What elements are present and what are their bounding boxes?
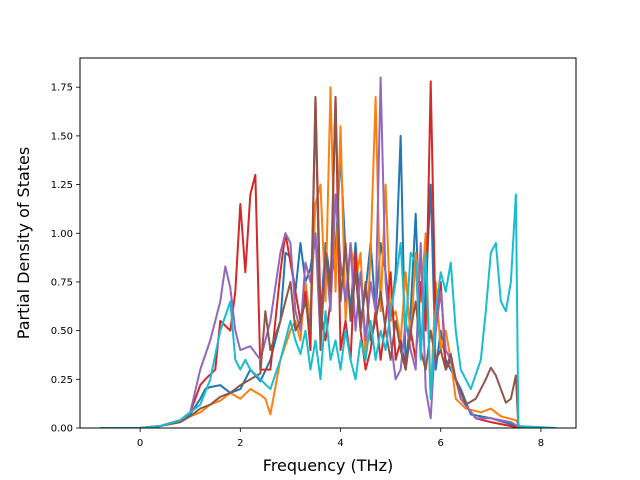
y-tick-label: 0.25 <box>51 375 73 386</box>
y-tick-label: 0.75 <box>51 277 73 288</box>
y-axis: 0.00 0.25 0.50 0.75 1.00 1.25 1.50 1.75 <box>51 83 80 435</box>
y-tick-label: 0.50 <box>51 326 73 337</box>
series-line-5 <box>100 95 556 428</box>
y-tick-label: 1.25 <box>51 180 73 191</box>
series-line-6 <box>100 193 557 428</box>
x-tick-label: 2 <box>237 438 243 449</box>
x-tick-label: 6 <box>438 438 444 449</box>
y-tick-label: 0.00 <box>51 424 73 435</box>
y-tick-label: 1.00 <box>51 229 73 240</box>
y-axis-label: Partial Density of States <box>14 147 33 339</box>
y-tick-label: 1.50 <box>51 131 73 142</box>
x-axis-label: Frequency (THz) <box>263 456 393 475</box>
x-tick-label: 8 <box>538 438 544 449</box>
x-tick-label: 0 <box>137 438 143 449</box>
y-tick-label: 1.75 <box>51 83 73 94</box>
series-layer <box>100 76 557 428</box>
x-tick-label: 4 <box>337 438 343 449</box>
plot-frame <box>79 57 577 429</box>
x-axis: 0 2 4 6 8 <box>137 428 544 449</box>
